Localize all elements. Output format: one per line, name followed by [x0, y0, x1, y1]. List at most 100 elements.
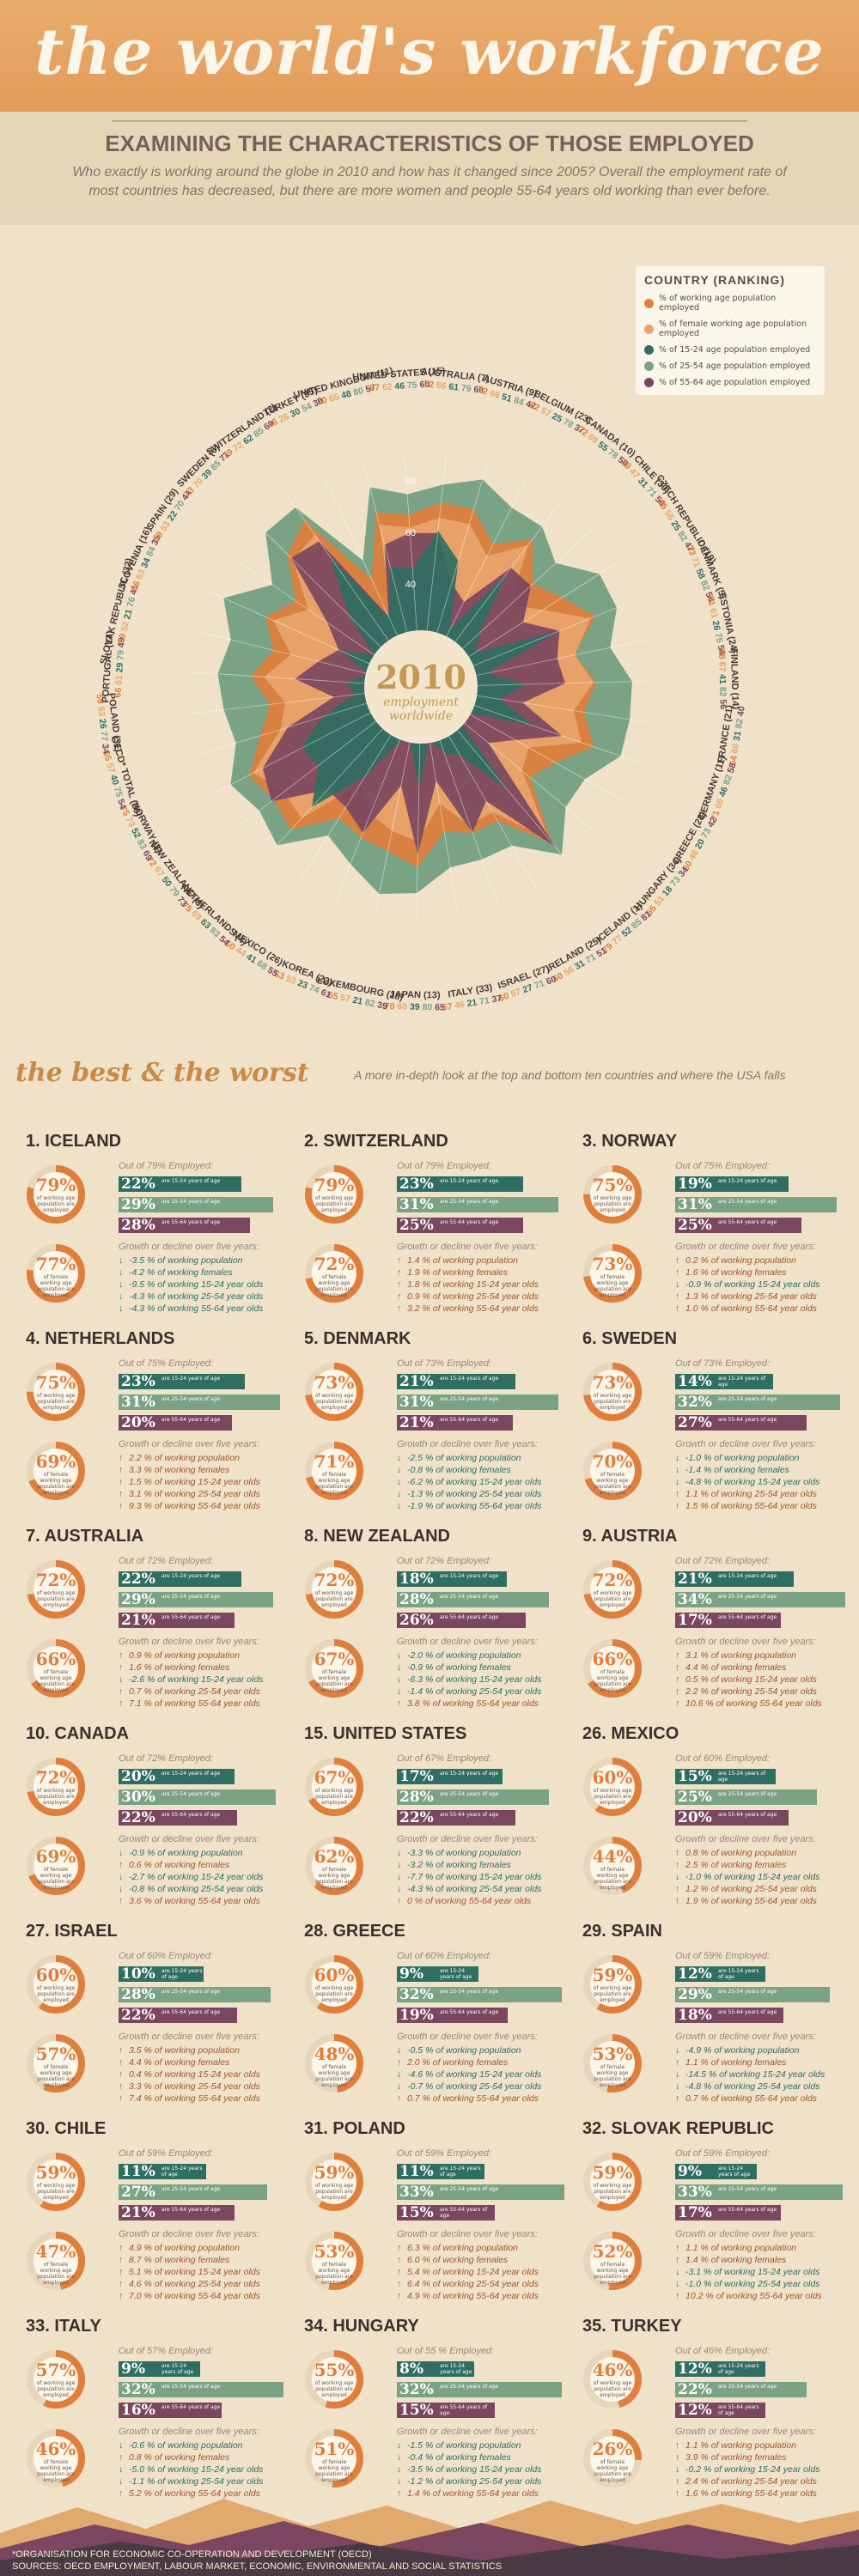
growth-text: 3.5 % of working population	[129, 2045, 240, 2056]
ring-value: 75%	[592, 1175, 633, 1195]
arrow-down-icon: ↓	[675, 2069, 680, 2080]
ring-caption: of female working age population are emp…	[37, 2262, 75, 2286]
growth-text: 1.1 % of working population	[685, 2243, 796, 2253]
arrow-up-icon: ↑	[397, 1291, 402, 1302]
growth-text: -5.0 % of working 15-24 year olds	[129, 2464, 264, 2475]
arrow-up-icon: ↑	[675, 1860, 680, 1870]
ring-caption: of female working age population are emp…	[594, 1669, 631, 1693]
age-bar-value: 33%	[399, 2184, 434, 2201]
age-bar-caption: are 15-24 years of age	[161, 1968, 203, 1980]
growth-title: Growth or decline over five years:	[119, 2032, 259, 2042]
country-value: 29	[114, 662, 125, 676]
ring-fill	[27, 1955, 85, 2014]
age-bar-1: 23% are 15-24 years of age	[397, 1176, 523, 1193]
card-country-name: 3. NORWAY	[582, 1132, 678, 1151]
age-bar-1: 18% are 15-24 years of age	[397, 1571, 507, 1588]
growth-text: 0.4 % of working 15-24 year olds	[129, 2069, 260, 2080]
growth-row: ↓ -1.0 % of working 25-54 year olds	[675, 2279, 819, 2289]
country-label: FINLAND (14)68 67 41 82 56	[716, 648, 740, 710]
country-value: 66	[113, 687, 124, 698]
arrow-up-icon: ↑	[397, 2488, 402, 2499]
legend-swatch	[644, 298, 654, 308]
card-country-name: 32. SLOVAK REPUBLIC	[582, 2119, 774, 2138]
country-value: 60	[394, 1001, 407, 1012]
country-value: 62	[527, 400, 541, 414]
age-bar-caption: are 55-64 years of age	[161, 2404, 221, 2410]
age-bar-caption: are 25-54 years of age	[440, 1989, 499, 1995]
growth-text: 1.5 % of working 55-64 year olds	[685, 1501, 817, 1511]
card-country-name: 9. AUSTRIA	[582, 1527, 678, 1546]
arrow-up-icon: ↑	[119, 2093, 124, 2104]
arrow-up-icon: ↑	[675, 1501, 680, 1511]
growth-row: ↓ -4.8 % of working 25-54 year olds	[675, 2081, 819, 2092]
arrow-down-icon: ↓	[675, 2267, 680, 2277]
growth-row: ↑ 0.2 % of working population	[675, 1255, 796, 1266]
country-values: 46 26 30 54 30	[266, 396, 326, 430]
country-value: 34	[138, 556, 153, 572]
legend-label: % of 25-54 age population employed	[659, 361, 811, 371]
country-values: 67 62 46 75 60	[369, 379, 430, 393]
country-value: 77	[98, 728, 110, 742]
arrow-up-icon: ↑	[397, 1896, 402, 1906]
ring-value: 53%	[592, 2044, 633, 2064]
growth-row: ↑ 1.4 % of working 55-64 year olds	[397, 2488, 539, 2499]
age-bar-caption: are 25-54 years of age	[161, 1396, 221, 1402]
ring-caption: of working age population are employed	[593, 1788, 632, 1806]
legend-item: % of 55-64 age population employed	[644, 378, 816, 387]
country-value: 61	[705, 595, 717, 607]
growth-text: 1.4 % of working females	[685, 2255, 787, 2265]
country-card: 7. AUSTRALIA 72% of working age population…	[15, 1527, 289, 1722]
ring-fill	[583, 2429, 642, 2488]
ring-chart	[583, 1837, 642, 1895]
female-ring: 77% of female working age population are …	[26, 1243, 86, 1303]
arrow-down-icon: ↓	[119, 1872, 124, 1882]
growth-row: ↑ 3.1 % of working 25-54 year olds	[119, 1489, 260, 1499]
age-bar-3: 17% are 55-64 years of age	[675, 1612, 781, 1629]
ring-caption: of working age population are employed	[36, 1985, 76, 2003]
growth-text: -7.7 % of working 15-24 year olds	[407, 1872, 542, 1882]
growth-row: ↑ 5.1 % of working 15-24 year olds	[119, 2267, 260, 2277]
country-card: 28. GREECE 60% of working age population a…	[294, 1922, 567, 2117]
age-bar-value: 11%	[121, 2163, 155, 2180]
age-bar-2: 33% are 25-54 years of age	[397, 2184, 564, 2201]
divider	[112, 120, 747, 122]
female-ring: 51% of female working age population are …	[304, 2428, 364, 2488]
ring-fill	[27, 2232, 85, 2290]
country-value: 46	[716, 785, 730, 800]
age-bar-caption: are 55-64 years of age	[718, 2009, 777, 2015]
age-bar-value: 33%	[678, 2184, 712, 2201]
growth-text: 3.1 % of working 25-54 year olds	[129, 1489, 260, 1499]
working-age-ring: 57% of working age population are employe…	[26, 2349, 86, 2409]
age-bar-3: 15% are 55-64 years of age	[397, 2402, 495, 2419]
growth-row: ↓ -1.0 % of working 15-24 year olds	[675, 1872, 819, 1882]
growth-text: -3.3 % of working population	[407, 1848, 521, 1858]
growth-row: ↑ 3.3 % of working 25-54 year olds	[119, 2081, 260, 2092]
ring-caption: of female working age population are emp…	[315, 1472, 353, 1496]
age-bar-value: 22%	[678, 2381, 712, 2398]
card-country-name: 30. CHILE	[26, 2119, 107, 2138]
country-cards: 1. ICELAND 79% of working age population a…	[15, 1132, 845, 2512]
growth-text: -0.2 % of working 15-24 year olds	[685, 2464, 820, 2475]
country-value: 48	[338, 389, 352, 402]
card-country-name: 7. AUSTRALIA	[26, 1527, 144, 1546]
female-ring: 48% of female working age population are …	[304, 2033, 364, 2093]
growth-text: 1.1 % of working population	[685, 2440, 796, 2451]
arrow-down-icon: ↓	[119, 1674, 124, 1685]
age-bar-value: 25%	[678, 1217, 712, 1234]
female-ring: 67% of female working age population are …	[304, 1638, 364, 1698]
of-total-label: Out of 72% Employed:	[119, 1556, 214, 1566]
growth-row: ↑ 0.6 % of working females	[119, 1860, 229, 1870]
age-bar-value: 15%	[399, 2402, 434, 2419]
age-bar-value: 28%	[121, 1217, 155, 1234]
growth-text: 2.0 % of working females	[407, 2057, 509, 2068]
age-bar-value: 21%	[121, 2204, 155, 2221]
age-bar-value: 26%	[399, 1612, 434, 1629]
arrow-up-icon: ↑	[119, 1860, 124, 1870]
ring-chart	[27, 1442, 85, 1500]
female-ring: 66% of female working age population are …	[26, 1638, 86, 1698]
country-value: 68	[716, 649, 727, 659]
arrow-down-icon: ↓	[397, 1674, 402, 1685]
arrow-down-icon: ↓	[675, 1453, 680, 1463]
of-total-label: Out of 59% Employed:	[675, 1951, 771, 1961]
card-country-name: 29. SPAIN	[582, 1922, 662, 1941]
